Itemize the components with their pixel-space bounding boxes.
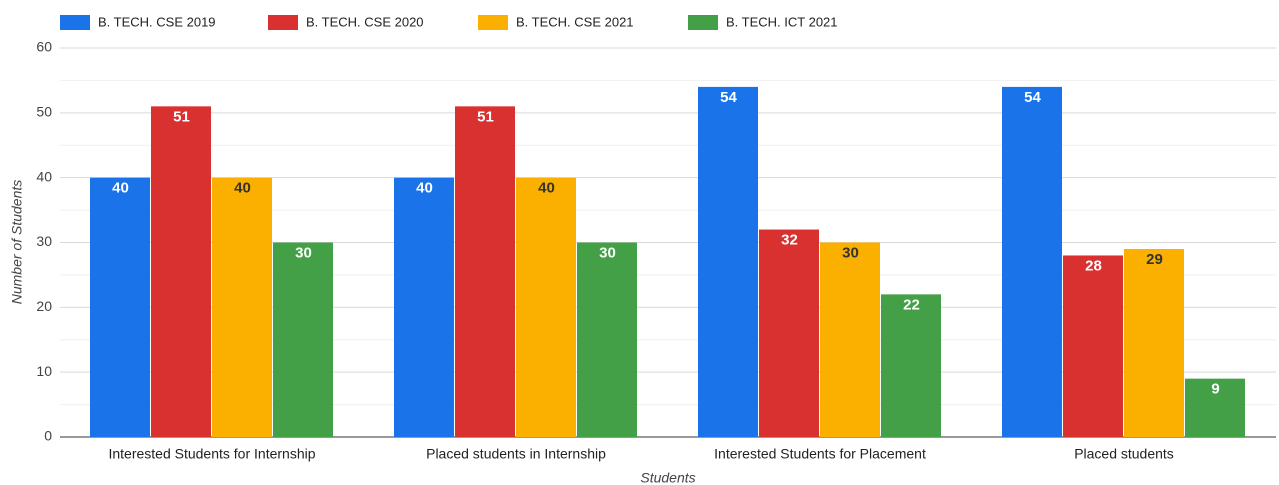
- value-label: 9: [1211, 381, 1219, 398]
- y-tick-label: 30: [36, 233, 52, 249]
- x-tick-label: Interested Students for Placement: [714, 446, 926, 462]
- value-label: 40: [234, 180, 251, 197]
- value-label: 32: [781, 232, 798, 249]
- value-label: 30: [599, 244, 616, 261]
- legend-swatch: [688, 15, 718, 30]
- y-tick-label: 20: [36, 298, 52, 314]
- value-label: 30: [295, 244, 312, 261]
- y-axis-label: Number of Students: [9, 180, 25, 305]
- bar: [1185, 378, 1245, 437]
- bar: [273, 242, 333, 437]
- bar: [759, 229, 819, 437]
- y-tick-label: 50: [36, 104, 52, 120]
- bar: [394, 177, 454, 437]
- x-tick-label: Interested Students for Internship: [108, 446, 315, 462]
- bar: [820, 242, 880, 437]
- bar: [881, 294, 941, 437]
- y-tick-label: 60: [36, 39, 52, 55]
- legend-label: B. TECH. CSE 2020: [306, 14, 424, 29]
- value-label: 51: [173, 108, 190, 125]
- bar: [1124, 248, 1184, 437]
- bar: [212, 177, 272, 437]
- y-tick-label: 0: [44, 428, 52, 444]
- value-label: 30: [842, 244, 859, 261]
- value-label: 54: [720, 89, 737, 106]
- bar: [577, 242, 637, 437]
- value-label: 28: [1085, 257, 1102, 274]
- legend-label: B. TECH. CSE 2019: [98, 14, 216, 29]
- legend-swatch: [478, 15, 508, 30]
- bar: [151, 106, 211, 437]
- y-tick-label: 40: [36, 168, 52, 184]
- x-tick-label: Placed students in Internship: [426, 446, 606, 462]
- bar: [698, 86, 758, 438]
- value-label: 40: [112, 180, 129, 197]
- x-tick-label: Placed students: [1074, 446, 1174, 462]
- legend-label: B. TECH. ICT 2021: [726, 14, 838, 29]
- bar: [90, 177, 150, 437]
- legend-label: B. TECH. CSE 2021: [516, 14, 634, 29]
- value-label: 51: [477, 108, 494, 125]
- value-label: 22: [903, 296, 920, 313]
- legend-swatch: [268, 15, 298, 30]
- value-label: 40: [416, 180, 433, 197]
- value-label: 29: [1146, 251, 1163, 268]
- bar: [516, 177, 576, 437]
- x-axis-label: Students: [640, 470, 695, 485]
- value-label: 40: [538, 180, 555, 197]
- legend-swatch: [60, 15, 90, 30]
- y-tick-label: 10: [36, 363, 52, 379]
- bar: [1063, 255, 1123, 437]
- bar: [1002, 86, 1062, 438]
- value-label: 54: [1024, 89, 1041, 106]
- bar: [455, 106, 515, 437]
